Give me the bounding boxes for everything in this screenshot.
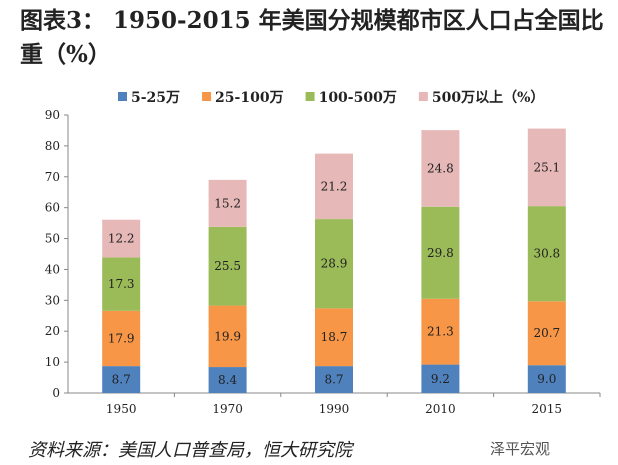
bar-segment [527, 365, 566, 393]
bar-segment [421, 206, 460, 299]
bar-segment [208, 226, 247, 306]
x-tick-label: 1970 [212, 402, 243, 416]
chart-title: 图表3： 1950-2015 年美国分规模都市区人口占全国比重（%） [20, 7, 604, 68]
bar-segment [208, 305, 247, 368]
data-label: 17.9 [108, 331, 135, 345]
bar-segment [421, 298, 460, 365]
data-label: 15.2 [214, 196, 241, 210]
y-tick-label: 40 [45, 262, 60, 276]
legend-label: 5-25万 [131, 90, 180, 106]
bar-segment [315, 308, 353, 367]
data-label: 20.7 [533, 326, 560, 340]
legend-label: 25-100万 [215, 90, 284, 106]
bar-segment [208, 367, 247, 393]
bar-segment [315, 366, 353, 393]
data-label: 30.8 [533, 247, 560, 261]
x-tick-label: 2010 [425, 402, 456, 416]
bar-segment [527, 301, 566, 366]
bar-segment [315, 219, 353, 309]
data-label: 12.2 [108, 232, 135, 246]
data-label: 18.7 [321, 330, 348, 344]
watermark: 泽平宏观 [490, 440, 551, 458]
legend-swatch [418, 92, 428, 101]
x-tick-label: 2015 [532, 402, 563, 416]
data-label: 29.8 [427, 246, 454, 260]
data-label: 8.7 [324, 373, 343, 387]
data-label: 8.4 [218, 373, 237, 387]
bar-segment [421, 130, 460, 207]
y-tick-label: 90 [45, 108, 60, 122]
source-note: 资料来源：美国人口普查局，恒大研究院 [28, 440, 352, 461]
data-label: 8.7 [112, 373, 131, 387]
bar-segment [421, 364, 460, 393]
y-tick-label: 80 [45, 139, 60, 153]
legend-swatch [305, 92, 315, 101]
x-tick-label: 1950 [106, 402, 137, 416]
legend-label: 500万以上（%） [432, 90, 545, 106]
y-tick-label: 20 [45, 324, 60, 338]
bar-segment [315, 153, 353, 220]
bar-segment [102, 366, 141, 393]
data-label: 21.3 [427, 325, 454, 339]
y-tick-label: 70 [45, 170, 60, 184]
data-label: 19.9 [214, 329, 241, 343]
data-label: 28.9 [321, 257, 348, 271]
x-tick-label: 1990 [319, 402, 350, 416]
data-label: 9.0 [537, 372, 556, 386]
bar-segment [102, 219, 141, 258]
y-tick-label: 10 [45, 355, 60, 369]
y-tick-label: 0 [52, 386, 60, 400]
legend-swatch [118, 92, 127, 101]
data-label: 25.5 [214, 259, 241, 273]
y-tick-label: 30 [45, 293, 60, 307]
legend-label: 100-500万 [319, 90, 397, 106]
data-label: 24.8 [427, 161, 454, 175]
data-label: 21.2 [321, 179, 348, 193]
bar-segment [208, 179, 247, 227]
y-tick-label: 50 [45, 232, 60, 246]
bar-segment [527, 128, 566, 207]
legend-swatch [202, 92, 212, 101]
data-label: 17.3 [108, 277, 135, 291]
data-label: 25.1 [533, 160, 560, 174]
bar-segment [527, 206, 566, 302]
data-label: 9.2 [431, 372, 450, 386]
y-tick-label: 60 [45, 201, 60, 215]
bar-segment [102, 310, 141, 367]
bar-segment [102, 257, 141, 311]
